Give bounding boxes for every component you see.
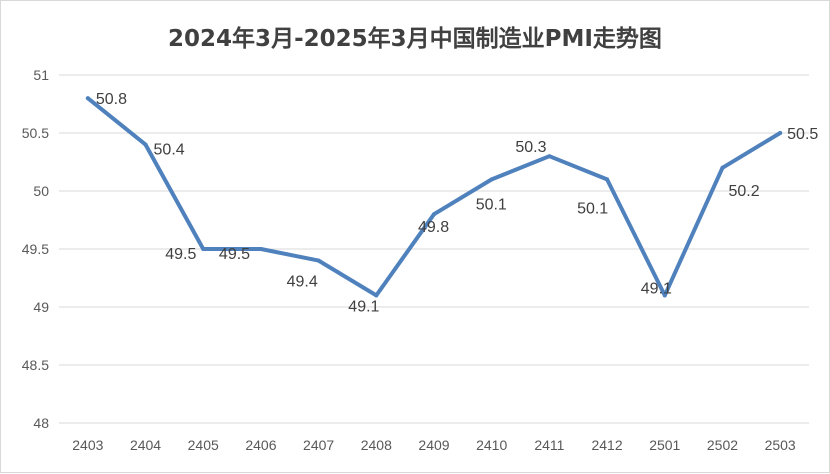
data-point	[489, 177, 494, 182]
data-label: 49.1	[641, 280, 672, 297]
y-tick-label: 50	[33, 183, 49, 199]
x-tick-label: 2405	[188, 437, 219, 453]
data-point	[720, 165, 725, 170]
data-point	[547, 154, 552, 159]
data-label: 49.5	[165, 246, 196, 263]
x-tick-label: 2403	[72, 437, 103, 453]
y-tick-label: 48	[33, 415, 49, 431]
chart-title: 2024年3月-2025年3月中国制造业PMI走势图	[168, 26, 662, 52]
y-tick-label: 49.5	[22, 241, 49, 257]
data-label: 50.1	[577, 200, 608, 217]
data-point	[258, 247, 263, 251]
x-tick-label: 2409	[418, 437, 449, 453]
y-tick-label: 48.5	[22, 357, 49, 373]
x-tick-label: 2406	[245, 437, 276, 453]
x-tick-label: 2407	[303, 437, 334, 453]
data-point	[316, 258, 321, 263]
data-point	[374, 293, 379, 298]
data-label: 50.1	[476, 196, 507, 213]
data-label: 50.8	[96, 91, 127, 108]
data-label: 49.8	[418, 219, 449, 236]
data-point	[432, 212, 436, 217]
data-label: 50.2	[728, 183, 759, 200]
data-label: 49.5	[219, 246, 250, 263]
x-tick-label: 2503	[765, 437, 796, 453]
data-label: 49.1	[348, 298, 379, 315]
y-tick-label: 51	[33, 67, 49, 83]
x-tick-label: 2501	[649, 437, 680, 453]
x-tick-label: 2411	[534, 437, 564, 453]
data-label: 50.5	[787, 126, 818, 143]
data-point	[662, 293, 667, 298]
data-point	[605, 177, 610, 182]
x-tick-label: 2502	[707, 437, 738, 453]
data-label: 50.3	[515, 139, 546, 156]
data-point	[778, 131, 783, 135]
data-label: 50.4	[154, 142, 185, 159]
x-tick-label: 2404	[130, 437, 161, 453]
x-tick-label: 2412	[591, 437, 622, 453]
data-label: 49.4	[287, 274, 318, 291]
x-tick-label: 2410	[476, 437, 507, 453]
data-point	[85, 96, 90, 101]
series-line	[85, 96, 783, 298]
data-point	[143, 142, 148, 147]
x-tick-label: 2408	[361, 437, 392, 453]
data-point	[201, 247, 206, 251]
y-tick-label: 49	[33, 299, 49, 315]
y-tick-label: 50.5	[22, 125, 49, 141]
